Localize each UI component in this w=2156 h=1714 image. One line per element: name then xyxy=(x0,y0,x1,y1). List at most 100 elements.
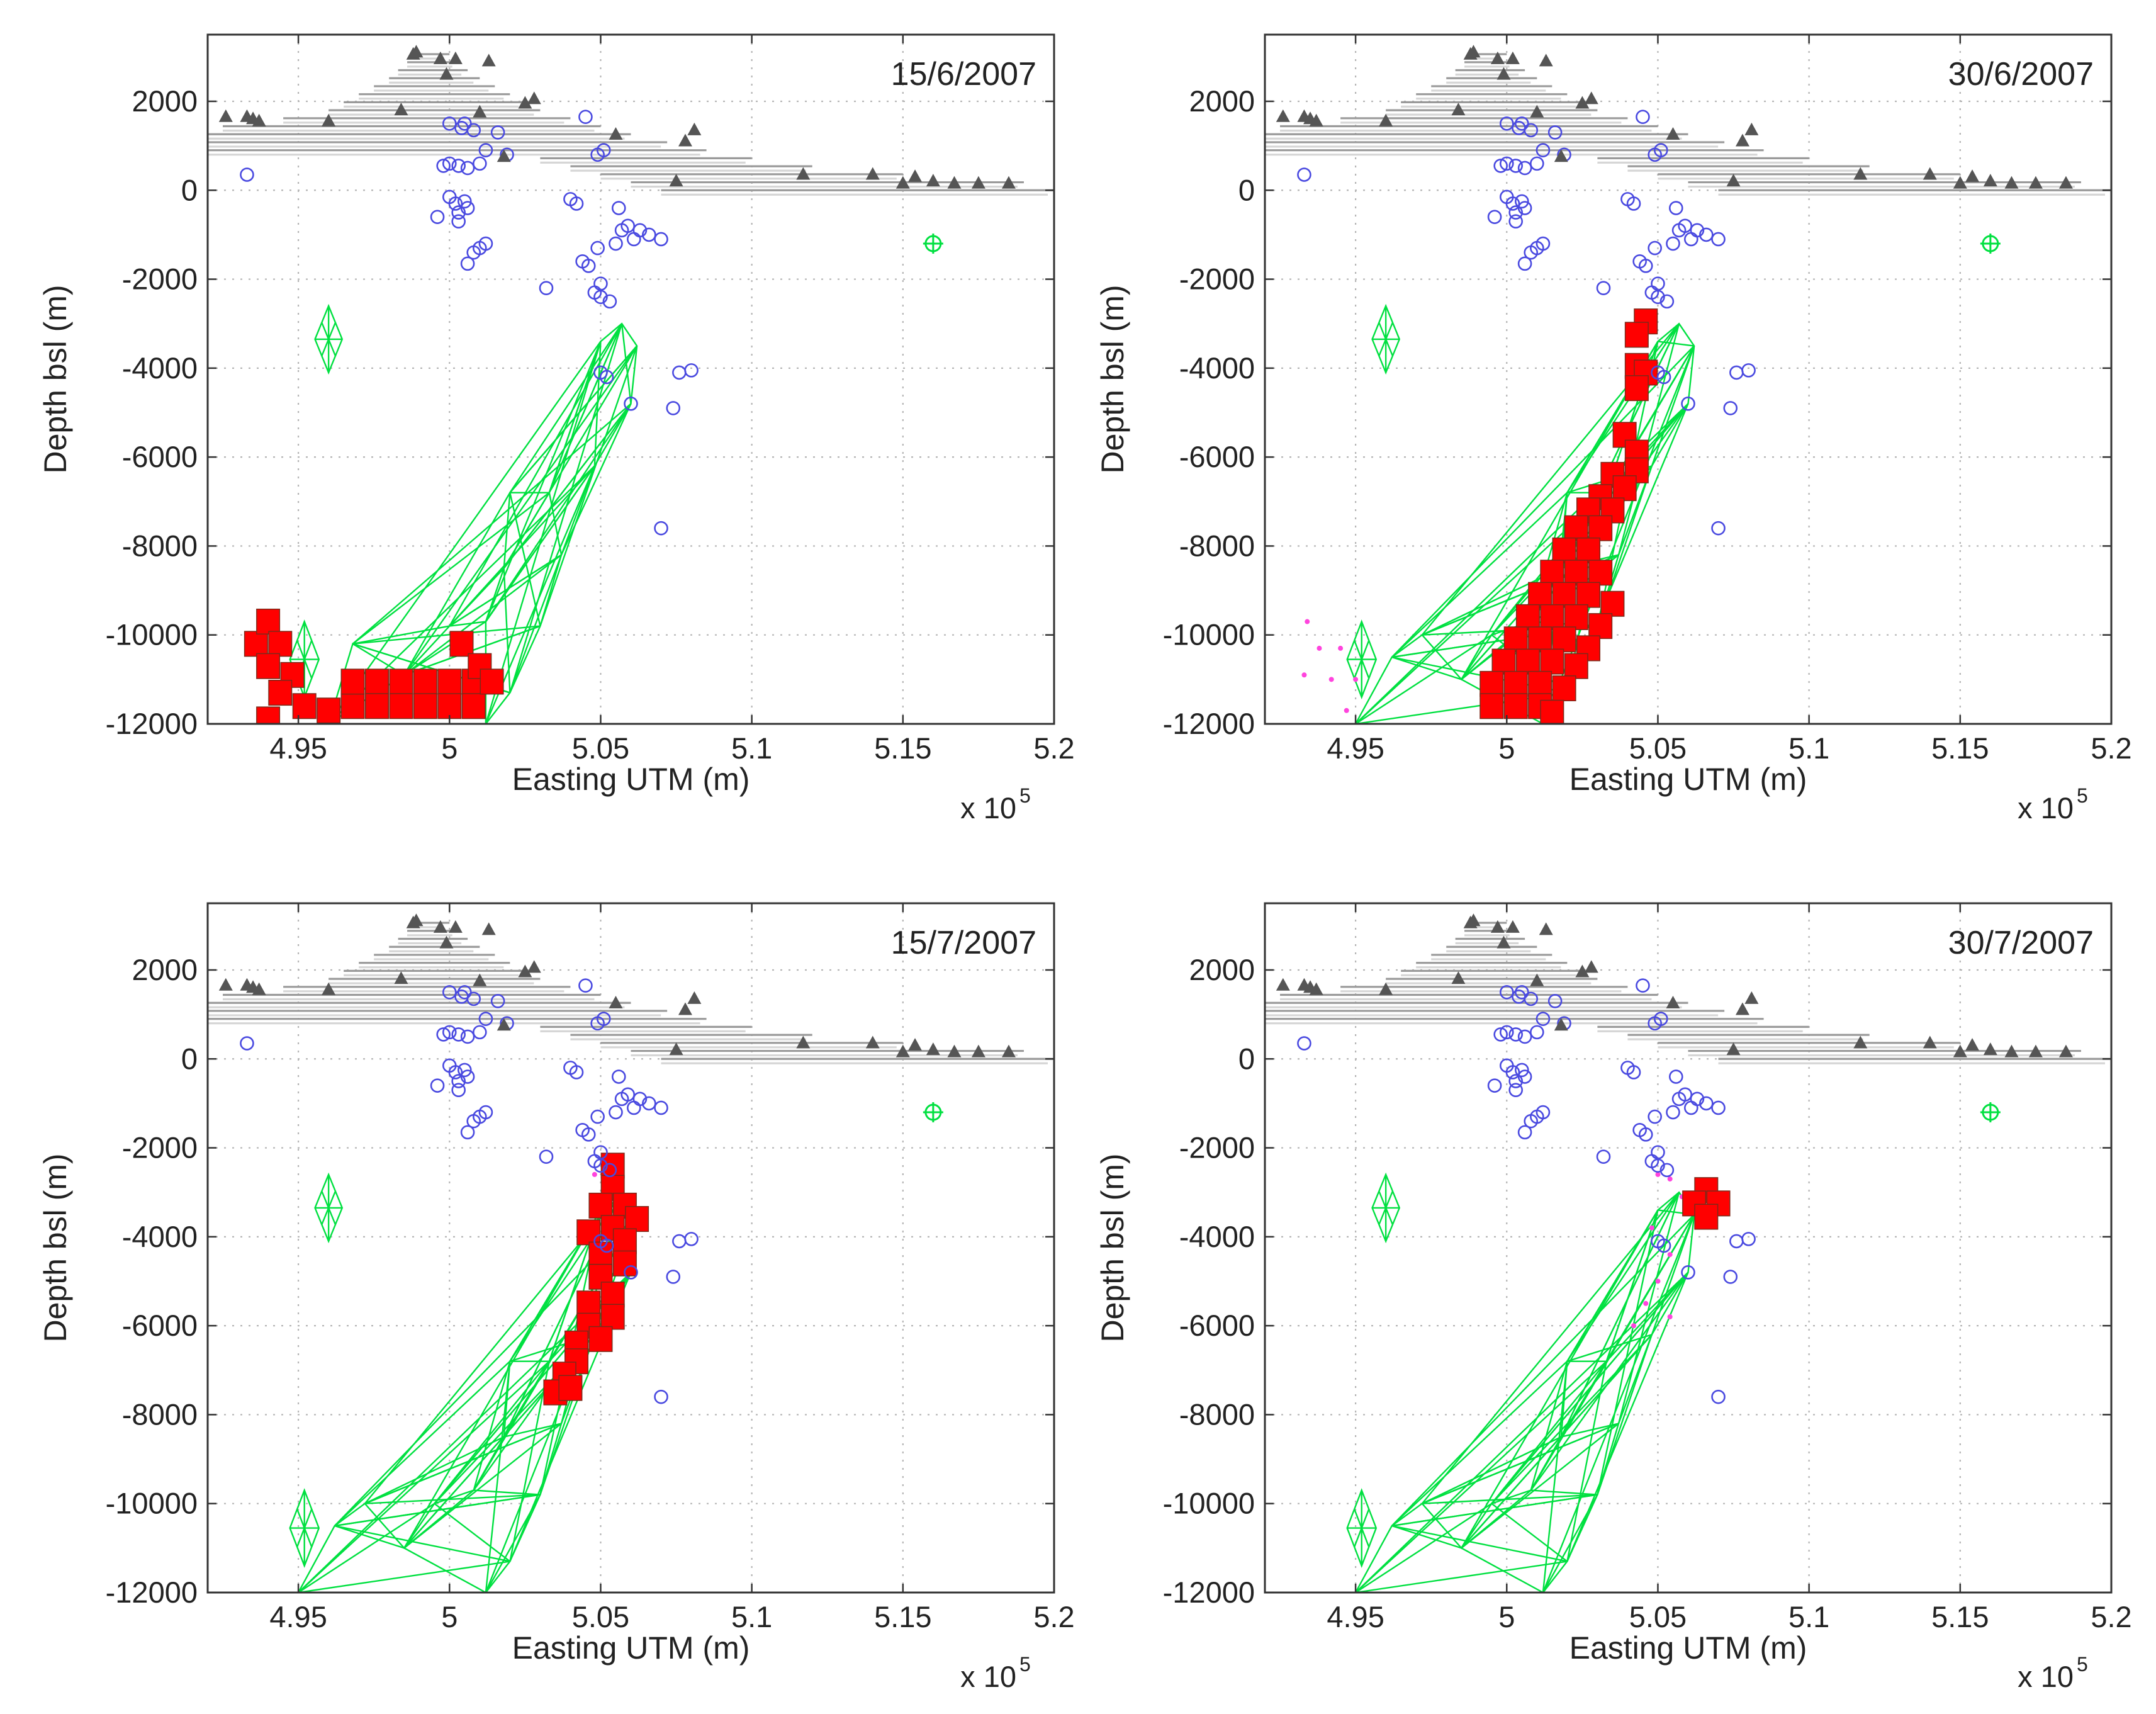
station-triangle xyxy=(2004,176,2019,189)
station-triangle xyxy=(1923,167,1937,180)
earthquake-marker xyxy=(578,978,593,993)
earthquake-marker xyxy=(1678,218,1692,234)
active-cell xyxy=(1503,626,1528,653)
earthquake-marker xyxy=(654,1389,668,1404)
station-triangle xyxy=(1666,995,1680,1008)
earthquake-hypocenters xyxy=(1297,110,1756,536)
active-cells xyxy=(543,1153,649,1406)
y-tick-label: -8000 xyxy=(1179,529,1255,562)
y-tick-label: -6000 xyxy=(122,1309,198,1342)
x-tick-label: 5.05 xyxy=(1629,1600,1687,1633)
y-tick-label: -8000 xyxy=(122,1397,198,1431)
ticks xyxy=(208,903,1055,1594)
station-triangle xyxy=(433,920,447,933)
earthquake-marker xyxy=(1711,1100,1726,1115)
upper-magma-body-mesh-line xyxy=(1378,1190,1394,1225)
earthquake-marker xyxy=(1668,201,1683,215)
y-tick-label: -12000 xyxy=(106,1576,198,1609)
earthquake-marker xyxy=(1681,1265,1695,1280)
earthquake-marker xyxy=(430,210,445,224)
earthquake-marker xyxy=(436,1027,451,1042)
x-tick-label: 5.05 xyxy=(572,731,629,765)
upper-magma-body xyxy=(314,303,344,375)
active-cell xyxy=(1564,560,1588,586)
active-cell xyxy=(340,668,365,695)
earthquake-marker xyxy=(478,1105,493,1120)
panel-date-title: 15/6/2007 xyxy=(891,56,1036,93)
station-triangle xyxy=(394,103,408,116)
earthquake-marker xyxy=(1499,1025,1514,1040)
active-cell xyxy=(1491,648,1516,675)
station-triangle xyxy=(1451,971,1466,984)
station-triangle xyxy=(1490,51,1505,64)
earthquake-marker xyxy=(1515,984,1529,1000)
station-triangle xyxy=(1505,920,1520,933)
station-triangle xyxy=(865,167,880,180)
x-scale-label: x 10 xyxy=(960,1660,1016,1693)
active-cells xyxy=(1682,1177,1731,1230)
earthquake-marker xyxy=(1517,201,1532,215)
pink-point xyxy=(1301,672,1307,678)
active-cell xyxy=(1503,670,1528,697)
earthquake-marker xyxy=(466,245,481,260)
active-cell xyxy=(1528,582,1552,608)
active-cell xyxy=(625,1206,649,1232)
earthquake-marker xyxy=(1499,156,1514,171)
earthquake-marker xyxy=(1517,1069,1532,1084)
active-cell xyxy=(256,653,281,679)
earthquake-marker xyxy=(1651,290,1665,305)
earthquake-marker xyxy=(1297,1036,1311,1051)
active-cell xyxy=(1540,604,1564,630)
y-tick-label: -2000 xyxy=(1179,262,1255,296)
earthquake-marker xyxy=(1638,259,1653,273)
panels: 4.95 5 5.05 5.1 5.15 5.220000-2000-4000-6000-… xyxy=(38,33,2132,1693)
station-triangle xyxy=(687,991,702,1004)
panel-date-title: 30/7/2007 xyxy=(1948,925,2094,961)
x-tick-label: 5.05 xyxy=(572,1600,629,1633)
earthquake-marker xyxy=(473,156,487,171)
pink-point xyxy=(1667,1176,1673,1181)
station-triangle xyxy=(971,1044,985,1057)
x-tick-label: 5.2 xyxy=(2091,731,2131,765)
magma-body-mesh-line xyxy=(1560,1192,1680,1438)
earthquake-marker xyxy=(1508,1083,1523,1098)
station-triangle xyxy=(439,935,454,949)
active-cell xyxy=(1576,582,1600,608)
station-triangle xyxy=(1735,133,1749,147)
earthquake-hypocenters xyxy=(240,110,699,536)
station-triangle xyxy=(2004,1044,2019,1057)
magma-body-mesh-line xyxy=(298,1560,510,1593)
active-cell xyxy=(244,631,268,657)
magma-body-mesh xyxy=(1354,1191,1695,1593)
pink-point xyxy=(1631,1323,1637,1329)
station-triangle xyxy=(2058,1044,2073,1057)
magma-body-mesh-line xyxy=(1391,1525,1568,1562)
earthquake-marker xyxy=(620,1087,635,1102)
upper-magma-body-mesh-line xyxy=(1378,322,1394,356)
active-cell xyxy=(1564,515,1588,541)
earthquake-marker xyxy=(1678,1087,1692,1102)
magma-body-mesh-line xyxy=(352,625,450,645)
active-cell xyxy=(1564,653,1588,679)
earthquake-marker xyxy=(1547,994,1563,1008)
earthquake-marker xyxy=(1493,1027,1508,1042)
y-tick-label: -10000 xyxy=(1163,618,1255,651)
earthquake-marker xyxy=(1530,1025,1544,1040)
earthquake-marker xyxy=(654,232,668,247)
x-tick-label: 5.05 xyxy=(1629,731,1687,765)
y-tick-label: -6000 xyxy=(1179,440,1255,473)
magma-body-mesh-line xyxy=(364,1494,541,1504)
earthquake-marker xyxy=(578,110,593,124)
earthquake-marker xyxy=(611,201,626,215)
active-cell xyxy=(437,668,462,695)
magma-body-mesh-line xyxy=(352,492,550,645)
earthquake-marker xyxy=(1626,1065,1641,1080)
active-cell xyxy=(1515,604,1540,630)
y-tick-label: -4000 xyxy=(122,1220,198,1253)
magma-body-mesh-line xyxy=(1391,1360,1568,1526)
x-tick-label: 5.1 xyxy=(731,731,772,765)
earthquake-marker xyxy=(1499,116,1514,131)
station-triangle xyxy=(473,104,487,118)
y-tick-label: -10000 xyxy=(106,1487,198,1520)
station-triangle xyxy=(252,982,266,995)
